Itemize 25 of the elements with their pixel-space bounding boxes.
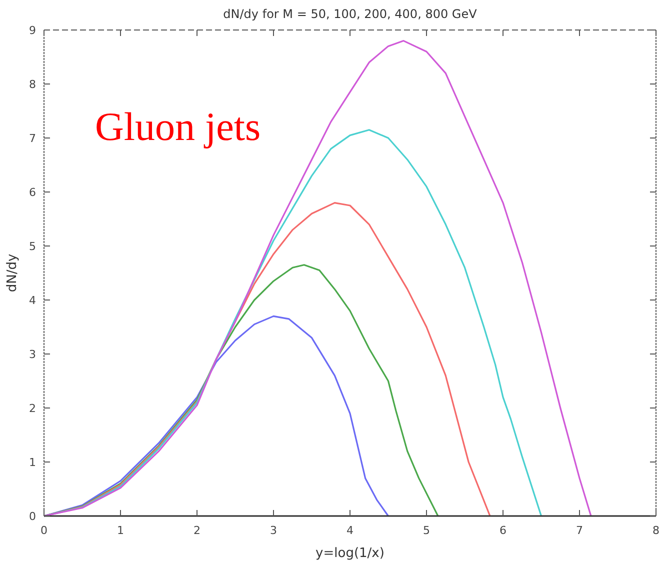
y-tick-label: 7 — [29, 132, 36, 145]
y-tick-label: 0 — [29, 510, 36, 523]
line-series — [43, 40, 592, 517]
y-tick-label: 6 — [29, 186, 36, 199]
x-axis-title: y=log(1/x) — [316, 546, 384, 561]
line-series — [43, 264, 439, 517]
x-tick-label: 8 — [652, 524, 660, 537]
y-axis-title: dN/dy — [5, 254, 20, 292]
y-tick-label: 3 — [29, 348, 36, 361]
y-tick-label: 5 — [29, 240, 36, 253]
x-tick-label: 4 — [346, 524, 354, 537]
y-tick-label: 8 — [29, 78, 36, 91]
x-tick-label: 2 — [194, 524, 200, 537]
x-tick-label: 3 — [270, 524, 277, 537]
y-tick-label: 2 — [29, 402, 36, 415]
chart-title: dN/dy for M = 50, 100, 200, 400, 800 GeV — [223, 7, 478, 21]
y-tick-label: 9 — [29, 24, 36, 37]
x-tick-label: 1 — [117, 524, 124, 537]
x-tick-label: 5 — [423, 524, 430, 537]
x-tick-label: 0 — [40, 524, 48, 537]
x-tick-label: 6 — [500, 524, 506, 537]
y-tick-label: 1 — [29, 456, 36, 469]
annotation: Gluon jets — [95, 104, 261, 149]
x-tick-label: 7 — [576, 524, 583, 537]
y-tick-label: 4 — [29, 294, 36, 307]
